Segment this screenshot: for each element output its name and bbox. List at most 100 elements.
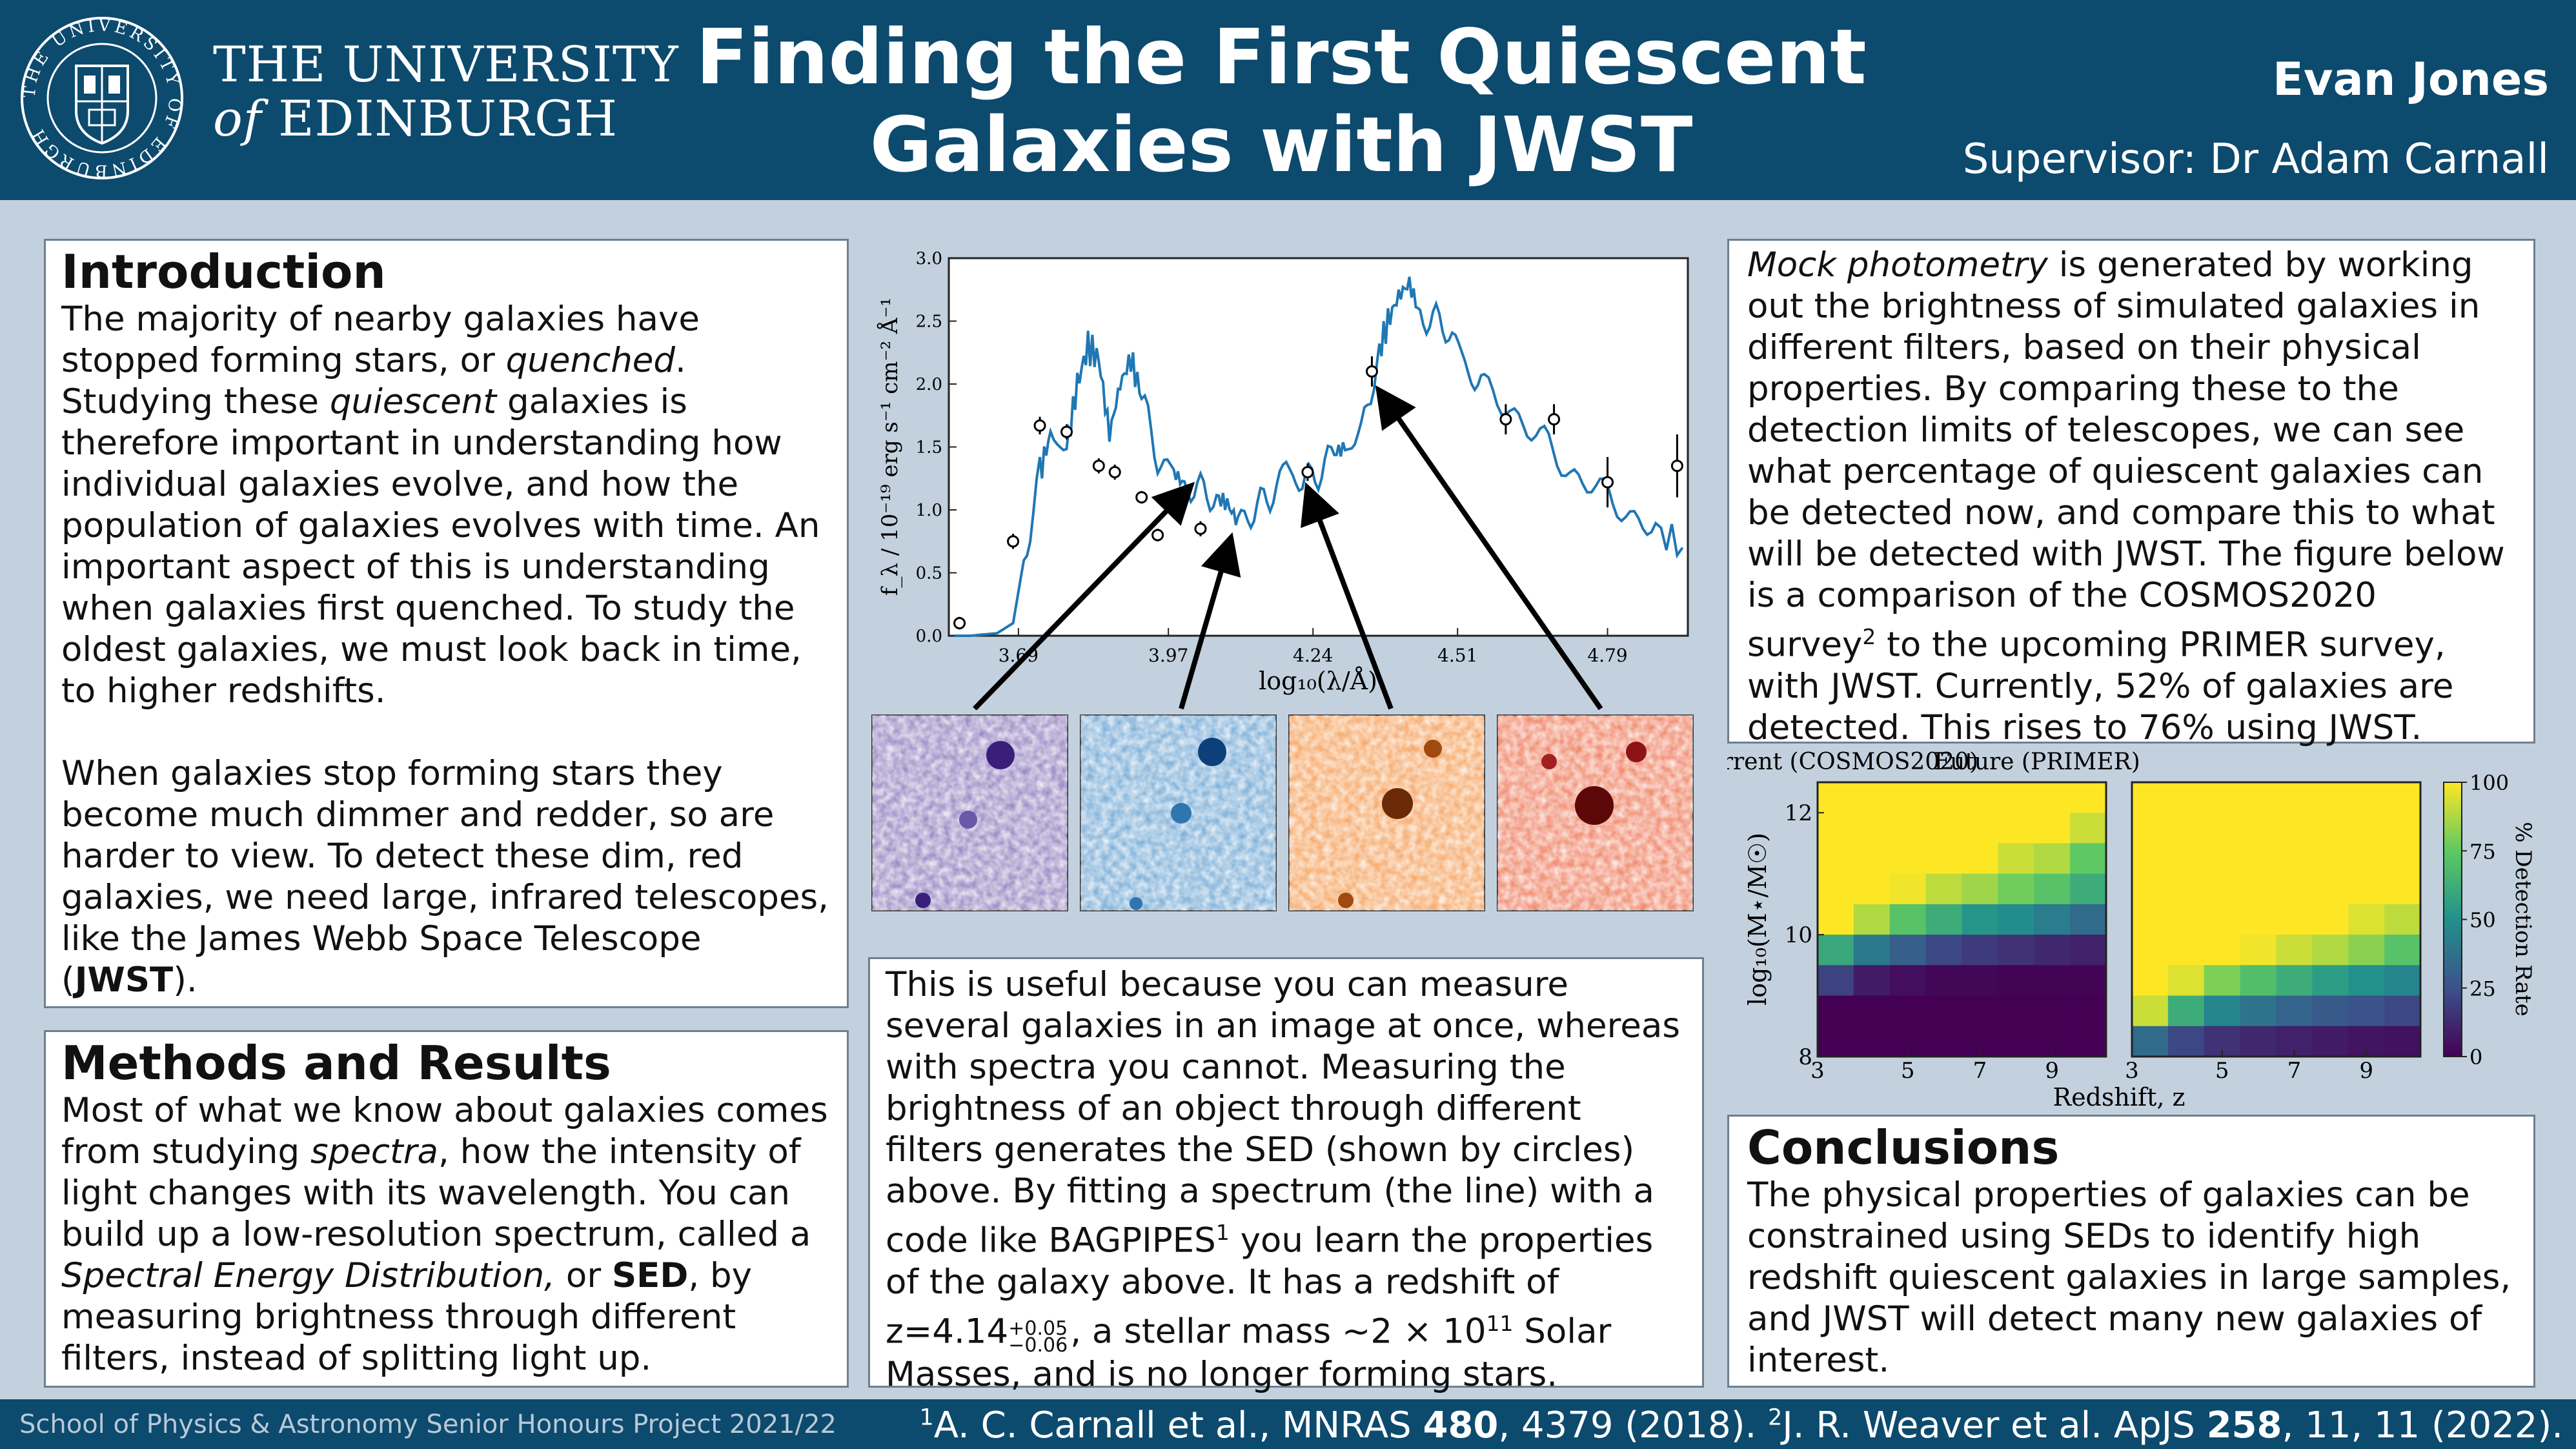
heatmap-cell-future [2167, 782, 2205, 813]
colorbar-tick-label: 25 [2470, 977, 2496, 1001]
heatmap-cell-future [2348, 935, 2385, 966]
heatmap-cell-current [1998, 1026, 2034, 1057]
conclusions-heading: Conclusions [1747, 1120, 2060, 1175]
heatmap-cell-future [2312, 904, 2349, 935]
heatmap-cell-current [1818, 782, 1854, 813]
heatmap-cell-current [2034, 995, 2071, 1027]
mock-photometry-panel: Mock photometry is generated by working … [1727, 239, 2535, 747]
heatmap-cell-future [2276, 843, 2313, 875]
sed-photometry-point [1033, 419, 1046, 432]
heatmap-cell-future [2204, 782, 2241, 813]
sed-photometry-point [1151, 529, 1164, 542]
sed-xtick-label: 3.97 [1148, 645, 1188, 666]
heatmap-cell-current [1962, 904, 1998, 935]
heatmap-cell-current [1962, 995, 1998, 1027]
heatmap-cell-future [2384, 813, 2421, 844]
heatmap-cell-current [2070, 965, 2107, 997]
heatmap-frame-current [1816, 781, 2107, 1058]
heatmap-cell-current [2070, 782, 2107, 813]
heatmap-cell-future [2167, 1026, 2205, 1057]
heatmap-cell-future [2204, 935, 2241, 966]
heatmap-cell-future [2348, 843, 2385, 875]
sed-photometry-point [1060, 425, 1073, 438]
heatmap-cell-current [1853, 813, 1891, 844]
heatmap-title-future: Future (PRIMER) [1934, 749, 2140, 775]
heatmap-xtick-label: 5 [2215, 1058, 2229, 1084]
heatmap-cell-current [1925, 813, 1963, 844]
heatmap-cell-current [1962, 965, 1998, 997]
footer-school: School of Physics & Astronomy Senior Hon… [19, 1410, 837, 1439]
heatmap-cell-current [1889, 813, 1927, 844]
heatmap-cell-current [1925, 935, 1963, 966]
heatmap-cell-future [2132, 1026, 2169, 1057]
heatmap-cell-future [2132, 995, 2169, 1027]
heatmap-cell-current [1962, 813, 1998, 844]
colorbar-tick-label: 75 [2470, 839, 2496, 864]
heatmap-cell-current [1962, 935, 1998, 966]
heatmap-cell-future [2132, 843, 2169, 875]
heatmap-cell-current [1998, 813, 2034, 844]
sed-xlabel: log₁₀(λ/Å) [1259, 667, 1377, 695]
heatmap-cell-future [2204, 904, 2241, 935]
author-name: Evan Jones [2273, 53, 2549, 106]
heatmap-xtick-label: 3 [2125, 1058, 2139, 1084]
heatmap-cell-future [2132, 904, 2169, 935]
heatmap-cell-current [2070, 873, 2107, 905]
heatmap-cell-current [1998, 995, 2034, 1027]
sed-photometry-point [1301, 466, 1314, 478]
sed-xtick-label: 4.79 [1587, 645, 1627, 666]
heatmap-cell-future [2312, 843, 2349, 875]
heatmap-cell-current [2034, 782, 2071, 813]
sed-explanation-text: This is useful because you can measure s… [886, 965, 1680, 1395]
heatmap-cell-current [1818, 843, 1854, 875]
heatmap-cell-future [2167, 995, 2205, 1027]
sed-ytick-label: 0.0 [916, 627, 942, 646]
heatmap-colorbar [2443, 782, 2462, 1057]
heatmap-cell-future [2348, 782, 2385, 813]
heatmap-cell-future [2132, 965, 2169, 997]
cutout-filter-4 [1497, 714, 1694, 911]
heatmap-cell-current [2070, 995, 2107, 1027]
heatmap-xtick-label: 7 [1973, 1058, 1987, 1084]
heatmap-cell-current [1853, 995, 1891, 1027]
heatmap-cell-future [2384, 873, 2421, 905]
heatmap-cell-current [1818, 965, 1854, 997]
heatmap-cell-current [1818, 935, 1854, 966]
heatmap-cell-future [2276, 782, 2313, 813]
heatmap-cell-future [2312, 995, 2349, 1027]
heatmap-cell-future [2204, 995, 2241, 1027]
heatmap-cell-future [2276, 904, 2313, 935]
heatmap-cell-current [1925, 782, 1963, 813]
heatmap-cell-future [2312, 935, 2349, 966]
heatmap-cell-future [2204, 965, 2241, 997]
sed-photometry-point [1670, 460, 1683, 472]
heatmap-cell-current [2034, 843, 2071, 875]
university-of: of [213, 90, 262, 147]
conclusions-text: The physical properties of galaxies can … [1747, 1175, 2511, 1380]
heatmap-cell-future [2348, 995, 2385, 1027]
methods-heading: Methods and Results [61, 1036, 611, 1090]
arrow-filter-1 [973, 481, 1195, 710]
methods-panel: Methods and Results Most of what we know… [44, 1030, 849, 1388]
sed-photometry-point [1108, 466, 1121, 478]
heatmap-cell-future [2384, 965, 2421, 997]
heatmap-cell-future [2312, 965, 2349, 997]
sed-chart: 3.69 3.97 4.24 4.51 4.790.00.51.01.52.02.53.… [877, 249, 1689, 710]
sed-photometry-point [1499, 413, 1512, 426]
heatmap-xtick-label: 3 [1810, 1058, 1825, 1084]
heatmap-cell-future [2167, 843, 2205, 875]
heatmap-cell-current [1925, 904, 1963, 935]
heatmap-frame-future [2131, 781, 2422, 1058]
colorbar-tick-label: 0 [2470, 1045, 2482, 1069]
heatmap-cell-future [2132, 782, 2169, 813]
heatmap-cell-future [2276, 935, 2313, 966]
heatmap-cell-future [2167, 813, 2205, 844]
heatmap-cell-future [2384, 935, 2421, 966]
heatmap-cell-future [2276, 965, 2313, 997]
footer-references: 1A. C. Carnall et al., MNRAS 480, 4379 (… [919, 1404, 2563, 1446]
heatmap-cell-current [1889, 873, 1927, 905]
heatmap-xlabel: Redshift, z [2053, 1083, 2185, 1110]
heatmap-cell-future [2240, 995, 2277, 1027]
sed-photometry-point [1092, 460, 1105, 472]
heatmap-cell-future [2240, 843, 2277, 875]
